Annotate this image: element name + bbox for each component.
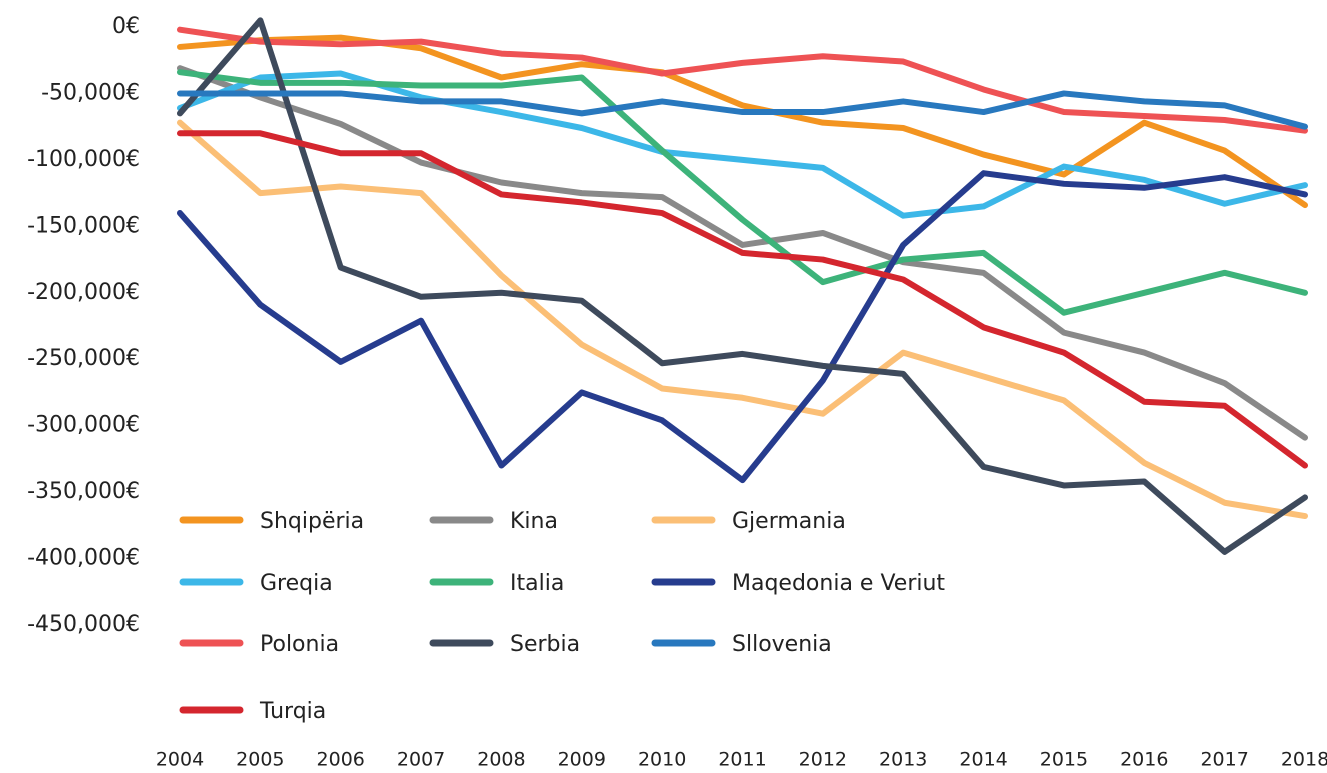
x-tick-label: 2017 [1200, 749, 1248, 771]
x-tick-label: 2005 [236, 749, 284, 771]
series-line [177, 17, 1308, 555]
x-tick-label: 2008 [477, 749, 525, 771]
legend-label: Maqedonia e Veriut [732, 571, 945, 596]
legend-label: Gjermania [732, 509, 846, 534]
series-line [177, 65, 1308, 441]
x-tick-label: 2014 [959, 749, 1007, 771]
y-tick-label: -350,000€ [27, 479, 140, 504]
legend-label: Kina [510, 509, 558, 534]
x-tick-label: 2015 [1040, 749, 1088, 771]
y-tick-label: -450,000€ [27, 612, 140, 637]
x-tick-label: 2012 [799, 749, 847, 771]
x-axis: 2004 2005 2006 2007 2008 2009 2010 2011 2012 2013… [156, 749, 1327, 771]
legend-label: Italia [510, 571, 564, 596]
y-tick-label: -100,000€ [27, 147, 140, 172]
series-line [177, 90, 1308, 130]
legend-label: Serbia [510, 632, 580, 657]
y-tick-label: 0€ [112, 14, 140, 39]
y-tick-label: -400,000€ [27, 546, 140, 571]
legend-label: Turqia [259, 699, 326, 724]
x-tick-label: 2007 [397, 749, 445, 771]
series-line [177, 130, 1308, 469]
x-tick-label: 2004 [156, 749, 204, 771]
legend-label: Shqipëria [260, 509, 364, 534]
series-line [177, 26, 1308, 134]
legend-label: Greqia [260, 571, 333, 596]
x-tick-label: 2016 [1120, 749, 1168, 771]
series-line [177, 170, 1308, 484]
x-tick-label: 2009 [558, 749, 606, 771]
y-tick-label: -250,000€ [27, 346, 140, 371]
y-tick-label: -200,000€ [27, 280, 140, 305]
legend-label: Sllovenia [732, 632, 832, 657]
y-tick-label: -300,000€ [27, 413, 140, 438]
x-tick-label: 2010 [638, 749, 686, 771]
y-tick-label: -150,000€ [27, 213, 140, 238]
series-line [177, 69, 1308, 316]
x-tick-label: 2018 [1281, 749, 1327, 771]
x-tick-label: 2013 [879, 749, 927, 771]
y-tick-label: -50,000€ [41, 80, 140, 105]
legend-label: Polonia [260, 632, 339, 657]
x-tick-label: 2011 [718, 749, 766, 771]
x-tick-label: 2006 [317, 749, 365, 771]
series-line [177, 119, 1308, 520]
